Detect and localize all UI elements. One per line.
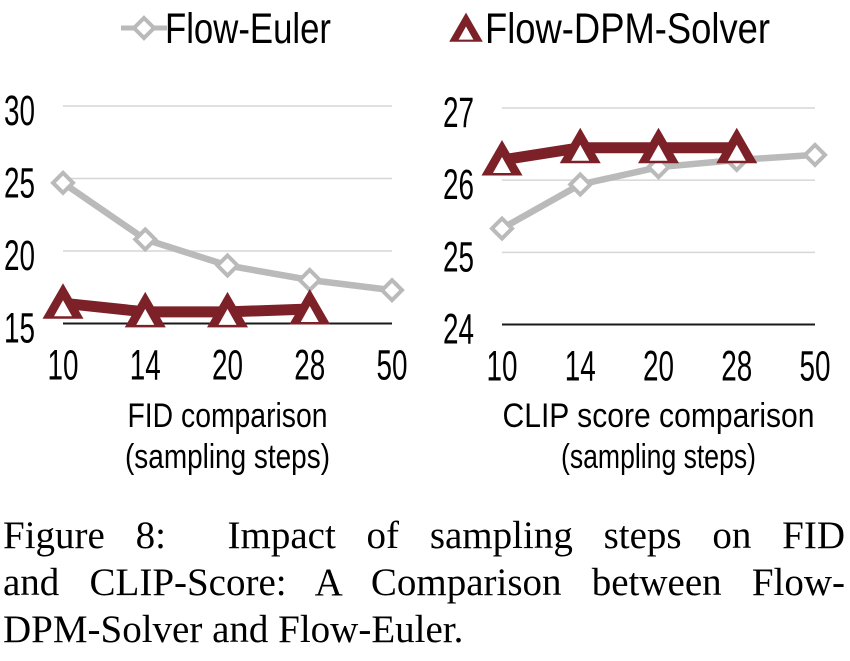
- y-tick-label: 25: [4, 160, 35, 208]
- figure-caption: Figure 8: Impact of sampling steps on FI…: [0, 512, 850, 653]
- series-line: [501, 142, 737, 166]
- y-tick-label: 15: [4, 305, 35, 353]
- caption-line-3: DPM-Solver and Flow-Euler.: [3, 608, 464, 651]
- diamond-marker: [50, 170, 76, 196]
- triangle-icon-hole: [458, 26, 474, 40]
- x-tick-label: 20: [212, 342, 243, 390]
- diamond-marker: [567, 171, 594, 198]
- diamond-marker: [802, 142, 828, 168]
- diamond-marker: [132, 226, 159, 253]
- x-axis-title: FID comparison: [128, 397, 328, 435]
- x-tick-label: 28: [721, 343, 752, 391]
- triangle-marker-hole: [300, 306, 319, 322]
- x-tick-label: 50: [800, 343, 831, 391]
- y-tick-label: 26: [443, 161, 474, 209]
- diamond-marker: [296, 267, 323, 293]
- x-tick-label: 10: [48, 342, 79, 390]
- series-flow-dpm-solver: [42, 283, 331, 328]
- legend-item-flow-dpm-solver: Flow-DPM-Solver: [449, 5, 770, 53]
- y-tick-label: 27: [443, 89, 474, 137]
- legend: Flow-Euler Flow-DPM-Solver: [121, 5, 770, 53]
- diamond-marker: [214, 252, 241, 279]
- triangle-marker-hole: [649, 144, 668, 161]
- x-tick-label: 10: [487, 343, 518, 391]
- x-tick-label: 14: [130, 342, 161, 390]
- y-tick-label: 30: [4, 87, 35, 135]
- legend-label: Flow-Euler: [165, 5, 331, 53]
- series-flow-dpm-solver: [481, 127, 758, 176]
- diamond-marker: [489, 215, 515, 242]
- y-tick-label: 25: [443, 233, 474, 281]
- legend-item-flow-euler: Flow-Euler: [121, 5, 331, 53]
- caption-line-1: Figure 8: Impact of sampling steps on FI…: [3, 514, 845, 557]
- diamond-marker: [379, 277, 405, 303]
- y-tick-label: 24: [443, 306, 474, 354]
- triangle-marker-hole: [571, 144, 590, 161]
- x-tick-label: 14: [565, 343, 596, 391]
- x-axis-subtitle: (sampling steps): [125, 438, 330, 476]
- triangle-marker-hole: [136, 308, 155, 325]
- x-axis-title: CLIP score comparison: [503, 397, 815, 435]
- x-tick-label: 20: [643, 343, 674, 391]
- chart-clip: 24 25 26 27 10 14 20 28 50 CLIP score comparison(…: [443, 89, 831, 476]
- triangle-marker-hole: [493, 156, 511, 173]
- series-flow-euler: [50, 170, 405, 303]
- y-tick-label: 20: [4, 232, 35, 280]
- triangle-marker-hole: [54, 300, 72, 317]
- chart-fid: 15 20 25 30 10 14 20 28 50 FID comparison(samplin…: [4, 87, 408, 476]
- x-axis-subtitle: (sampling steps): [561, 438, 756, 476]
- caption-line-2: and CLIP-Score: A Comparison between Flo…: [3, 561, 845, 604]
- x-tick-label: 50: [377, 342, 408, 390]
- series-line: [62, 297, 310, 318]
- legend-label: Flow-DPM-Solver: [485, 5, 770, 53]
- x-tick-label: 28: [294, 342, 325, 390]
- triangle-marker-hole: [218, 308, 237, 325]
- triangle-marker-hole: [727, 144, 746, 161]
- diamond-icon: [131, 15, 157, 41]
